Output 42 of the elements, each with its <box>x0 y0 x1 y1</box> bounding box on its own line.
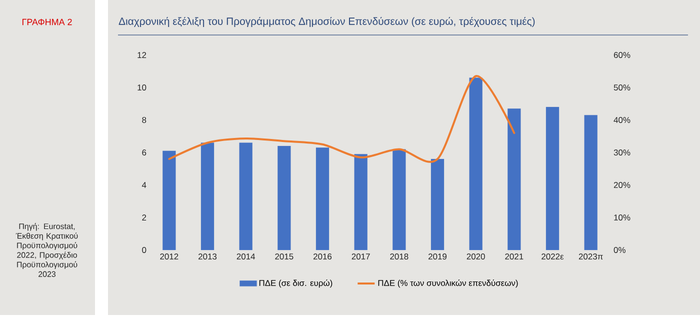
x-tick-label: 2015 <box>275 254 294 260</box>
y-tick-label: 10 <box>138 84 146 90</box>
bar <box>584 115 598 250</box>
x-tick-label: 2018 <box>390 254 408 260</box>
bar <box>162 150 176 250</box>
bar <box>278 146 291 250</box>
y-tick-label: 12 <box>138 52 146 58</box>
x-tick-label: 2014 <box>236 254 256 260</box>
y2-tick-label: 20% <box>614 182 630 188</box>
bar <box>546 106 560 250</box>
y2-tick-label: 0% <box>614 247 626 253</box>
bar <box>354 154 368 250</box>
y-tick-label: 2 <box>142 214 146 220</box>
y2-tick-label: 40% <box>614 117 630 123</box>
y2-tick-label: 60% <box>614 52 630 58</box>
bar <box>200 142 214 250</box>
x-tick-label: 2021 <box>505 254 524 260</box>
y2-tick-label: 10% <box>614 214 630 220</box>
x-tick-label: 2013 <box>198 254 217 260</box>
y-tick-label: 4 <box>142 182 146 188</box>
bar <box>430 158 444 250</box>
bar <box>239 142 252 250</box>
y-tick-label: 0 <box>142 247 146 253</box>
bar <box>316 148 330 250</box>
y-tick-label: 8 <box>142 117 146 123</box>
x-tick-label: 2016 <box>314 254 332 260</box>
x-tick-label: 2022ε <box>542 254 564 260</box>
bar <box>508 108 521 250</box>
bar <box>392 149 406 250</box>
x-tick-label: 2023π <box>578 254 603 260</box>
legend-label: ΠΔΕ (σε δισ. ευρώ) <box>259 280 332 288</box>
bar <box>469 78 482 250</box>
chart-title: Διαχρονική εξέλιξη του Προγράμματος Δημοσίων Επενδύσεων (σε ευρώ, τρέχουσες τιμές) <box>118 16 535 28</box>
y2-tick-label: 30% <box>614 150 630 156</box>
y-tick-label: 6 <box>142 150 146 156</box>
x-tick-label: 2017 <box>352 254 370 260</box>
y2-tick-label: 50% <box>614 84 630 90</box>
x-tick-label: 2012 <box>160 254 178 260</box>
x-tick-label: 2019 <box>428 254 447 260</box>
x-tick-label: 2020 <box>466 254 485 260</box>
legend-label: ΠΔΕ (% των συνολικών επενδύσεων) <box>378 280 518 288</box>
text: ΓΡΑΦΗΜΑ 2 <box>22 18 72 26</box>
